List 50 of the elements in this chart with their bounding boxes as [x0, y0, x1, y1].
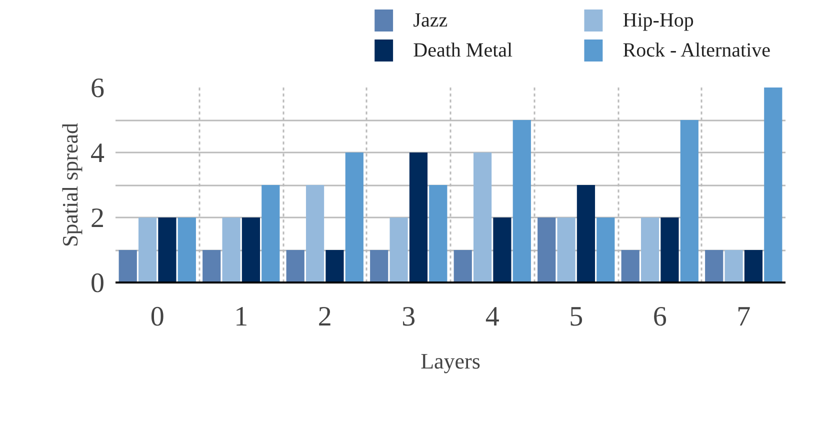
- bar: [596, 218, 615, 282]
- bar: [473, 152, 492, 282]
- bar: [390, 218, 408, 282]
- bar: [744, 250, 763, 282]
- legend-label: Jazz: [413, 10, 448, 32]
- y-tick-label: 0: [90, 268, 104, 299]
- x-tick-label: 5: [569, 302, 584, 332]
- bar: [621, 250, 640, 282]
- bar: [262, 185, 280, 282]
- bar: [557, 218, 576, 282]
- bar: [345, 152, 364, 282]
- bar: [326, 250, 344, 282]
- bar: [576, 185, 596, 282]
- bar: [222, 218, 240, 282]
- bar: [538, 218, 556, 282]
- bar: [286, 250, 304, 282]
- bar: [178, 218, 196, 282]
- bar: [454, 250, 472, 282]
- x-tick-label: 7: [736, 302, 751, 332]
- y-tick-label: 4: [90, 138, 104, 169]
- bar: [660, 218, 679, 282]
- bar: [512, 120, 531, 282]
- bar: [306, 185, 324, 282]
- y-axis-title: Spatial spread: [58, 122, 82, 248]
- x-tick-label: 6: [652, 302, 667, 332]
- bar: [409, 152, 428, 282]
- bar: [370, 250, 388, 282]
- x-tick-label: 0: [150, 302, 164, 332]
- y-tick-label: 2: [90, 203, 104, 234]
- bar: [724, 250, 743, 282]
- x-tick-label: 4: [485, 302, 500, 332]
- y-tick-label: 6: [90, 73, 104, 104]
- bar: [242, 218, 260, 282]
- legend-label: Death Metal: [413, 40, 514, 62]
- x-axis-title: Layers: [420, 348, 480, 374]
- x-tick-label: 3: [402, 302, 416, 332]
- bar: [158, 218, 176, 282]
- x-tick-label: 2: [318, 302, 332, 332]
- bar: [680, 120, 698, 282]
- x-tick-label: 1: [234, 302, 248, 332]
- bar: [202, 250, 221, 282]
- bar: [493, 218, 512, 282]
- bar: [640, 218, 660, 282]
- bar: [138, 218, 157, 282]
- bar: [705, 250, 724, 282]
- bar: [118, 250, 137, 282]
- bar: [429, 185, 448, 282]
- legend-label: Rock - Alternative: [622, 40, 771, 62]
- bar: [764, 88, 782, 282]
- legend-label: Hip-Hop: [622, 10, 694, 32]
